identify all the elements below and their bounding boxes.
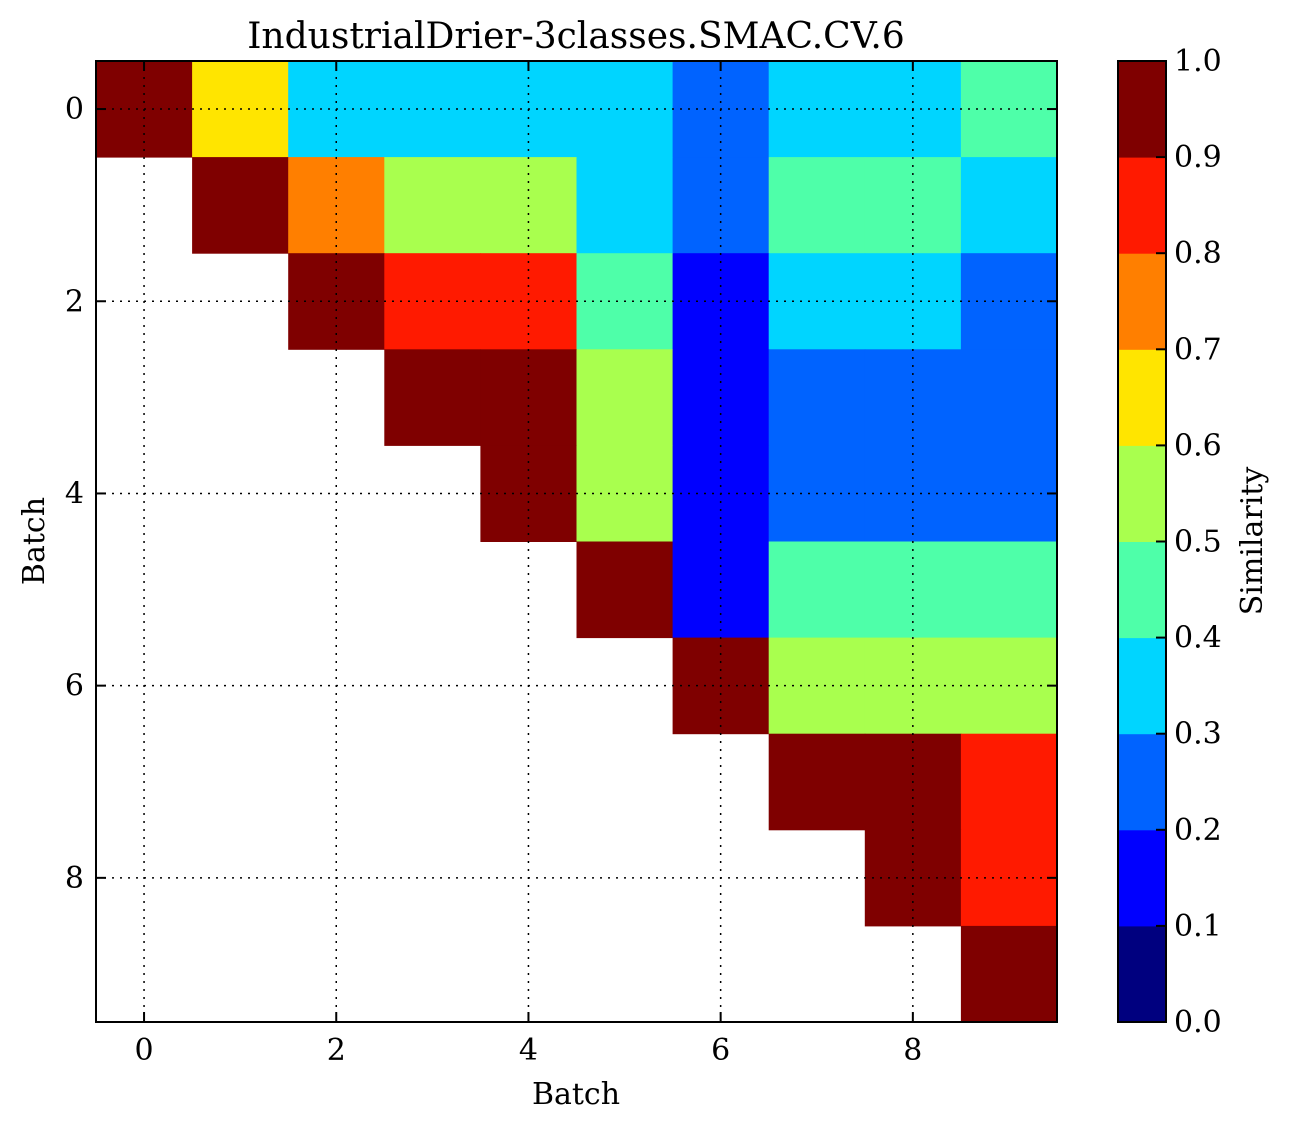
colorbar-tick-label: 0.0 [1174,1005,1222,1040]
colorbar-segment [1118,349,1166,446]
colorbar [1118,61,1166,1023]
heatmap-cell [960,349,1058,446]
heatmap-cell [576,541,674,639]
x-axis-ticks: 0 2 4 6 8 [135,61,922,1068]
heatmap-cell [384,349,481,446]
heatmap-cell [768,157,866,254]
colorbar-segment [1118,61,1166,158]
heatmap-cell [768,541,866,639]
heatmap-cell [576,349,674,446]
colorbar-tick-label: 0.9 [1174,140,1222,175]
x-tick-label: 8 [903,1033,922,1068]
colorbar-tick-label: 0.4 [1174,621,1222,656]
heatmap-cell [384,157,481,254]
colorbar-segment [1118,733,1166,831]
y-tick-label: 0 [65,92,84,127]
x-tick-label: 4 [519,1033,538,1068]
colorbar-segment [1118,445,1166,542]
y-axis-label: Batch [17,497,52,585]
grid-lines [96,61,1057,1022]
colorbar-tick-label: 0.1 [1174,909,1222,944]
colorbar-ticks: 0.0 0.1 0.2 0.3 0.4 0.5 0.6 0.7 0.8 0.9 1.0 [1156,44,1222,1040]
heatmap-cell [960,733,1058,831]
colorbar-segment [1118,829,1166,927]
colorbar-tick-label: 0.2 [1174,813,1222,848]
x-axis-label: Batch [532,1077,620,1112]
colorbar-segment [1118,253,1166,350]
y-axis-ticks: 0 2 4 6 8 [65,92,1057,896]
y-tick-label: 4 [65,476,84,511]
colorbar-segment [1118,541,1166,639]
heatmap-cell [768,349,866,446]
heatmap-cell [960,541,1058,639]
colorbar-tick-label: 1.0 [1174,44,1222,79]
x-tick-label: 0 [135,1033,154,1068]
colorbar-tick-label: 0.3 [1174,717,1222,752]
y-tick-label: 6 [65,669,84,704]
heatmap-cell [192,157,289,254]
y-tick-label: 8 [65,861,84,896]
chart-title: IndustrialDrier-3classes.SMAC.CV.6 [247,16,905,57]
plot-frame [95,60,1058,1023]
x-tick-label: 6 [711,1033,730,1068]
heatmap-cell [576,157,674,254]
heatmap-cell [768,733,866,831]
colorbar-segment [1118,925,1166,1023]
y-tick-label: 2 [65,284,84,319]
heatmap-cell [960,157,1058,254]
colorbar-label: Similarity [1235,467,1270,616]
colorbar-tick-label: 0.6 [1174,428,1222,463]
colorbar-tick-label: 0.8 [1174,236,1222,271]
colorbar-segment [1118,157,1166,254]
x-tick-label: 2 [327,1033,346,1068]
colorbar-tick-label: 0.5 [1174,525,1222,560]
colorbar-segment [1118,637,1166,735]
colorbar-tick-label: 0.7 [1174,332,1222,367]
heatmap-cell [960,925,1058,1023]
